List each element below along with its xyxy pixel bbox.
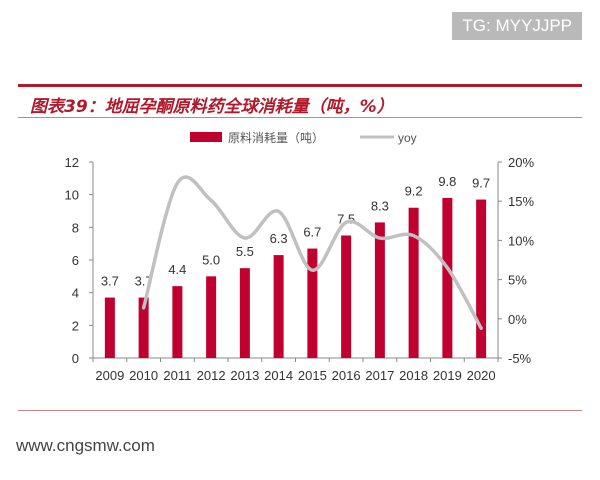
left-tick-label: 0	[72, 351, 79, 366]
left-tick-label: 4	[72, 286, 79, 301]
data-label: 9.2	[405, 184, 423, 199]
right-tick-label: 15%	[508, 194, 534, 209]
watermark-tg: TG: MYYJJPP	[452, 12, 582, 40]
x-tick-label: 2009	[95, 368, 124, 383]
right-tick-label: 20%	[508, 155, 534, 170]
bar-2018	[408, 207, 419, 358]
right-tick-label: 5%	[508, 273, 527, 288]
yoy-line	[141, 175, 483, 330]
data-label: 8.3	[371, 198, 389, 213]
x-tick-label: 2020	[467, 368, 496, 383]
data-label: 6.3	[270, 231, 288, 246]
data-label: 6.7	[303, 225, 321, 240]
bar-2013	[239, 268, 250, 358]
x-tick-label: 2019	[433, 368, 462, 383]
bar-2009	[104, 297, 115, 358]
bar-2010	[138, 297, 149, 358]
bar-2016	[341, 235, 352, 358]
x-tick-label: 2013	[230, 368, 259, 383]
legend-line-label: yoy	[398, 131, 417, 145]
x-tick-label: 2011	[163, 368, 191, 383]
x-tick-label: 2014	[264, 368, 293, 383]
title-top-rule	[18, 84, 582, 87]
left-tick-label: 6	[72, 253, 79, 268]
data-label: 9.7	[472, 176, 490, 191]
x-tick-label: 2012	[197, 368, 226, 383]
x-tick-label: 2016	[332, 368, 361, 383]
data-label: 9.8	[438, 174, 456, 189]
left-tick-label: 12	[65, 155, 79, 170]
x-tick-label: 2015	[298, 368, 327, 383]
chart-title: 图表39：地屈孕酮原料药全球消耗量（吨，%）	[30, 97, 394, 117]
legend-bar-swatch	[190, 132, 222, 142]
x-tick-label: 2018	[399, 368, 428, 383]
data-label: 3.7	[101, 274, 119, 289]
x-tick-label: 2010	[129, 368, 158, 383]
right-tick-label: -5%	[508, 351, 532, 366]
bar-2019	[442, 197, 453, 358]
x-tick-label: 2017	[365, 368, 394, 383]
footer-rule	[18, 410, 582, 411]
bar-2017	[374, 222, 385, 358]
bar-2012	[206, 276, 217, 358]
left-tick-label: 8	[72, 220, 79, 235]
data-label: 4.4	[168, 262, 186, 277]
left-tick-label: 10	[65, 188, 79, 203]
right-tick-label: 0%	[508, 312, 527, 327]
bar-2011	[172, 286, 183, 358]
legend-bar-label: 原料消耗量（吨）	[228, 131, 324, 145]
right-tick-label: 10%	[508, 233, 534, 248]
bar-2020	[476, 199, 487, 358]
data-label: 5.5	[236, 244, 254, 259]
bar-2015	[307, 248, 318, 358]
left-tick-label: 2	[72, 318, 79, 333]
title-bottom-rule	[18, 117, 582, 118]
watermark-site: www.cngsmw.com	[10, 434, 161, 458]
data-label: 5.0	[202, 252, 220, 267]
bar-2014	[273, 255, 284, 358]
